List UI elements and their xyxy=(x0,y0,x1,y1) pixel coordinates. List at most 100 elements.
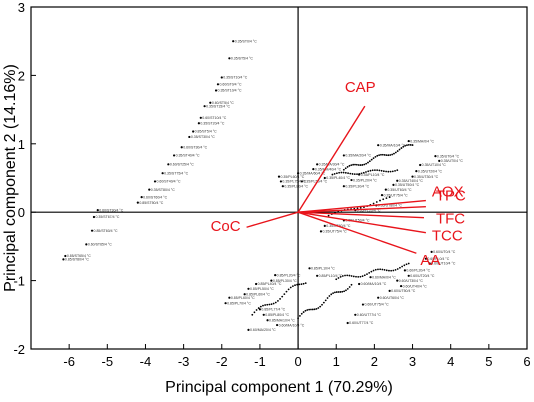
data-point xyxy=(319,230,323,233)
data-point xyxy=(368,160,371,163)
data-point xyxy=(396,179,399,182)
data-point-label: 0.60/UT20/4 °C xyxy=(410,274,435,278)
data-point xyxy=(389,154,392,156)
zero-lines xyxy=(31,7,527,349)
data-point xyxy=(359,206,362,209)
y-tick-label: 0 xyxy=(18,205,25,220)
data-point-label: 0.85/ST65/4 °C xyxy=(67,254,91,258)
data-point-label: 0.35/PL60/4 °C xyxy=(281,175,305,179)
data-point-label: 0.60/UT60/4 °C xyxy=(380,296,405,300)
data-point xyxy=(384,188,387,191)
data-point xyxy=(90,229,94,232)
data-point xyxy=(323,176,326,180)
data-point xyxy=(394,169,396,172)
data-point xyxy=(389,170,392,173)
data-point xyxy=(379,199,381,202)
data-point-label: 0.35/ST5/4 °C xyxy=(231,57,253,61)
data-point xyxy=(96,209,99,212)
labelled-points: 0.35/ST0/4 °C 0.35/ST5/4 °C 0.35/ST10/4 °C… xyxy=(62,39,463,332)
data-point xyxy=(350,283,353,286)
data-point-label: 0.35/ST75/4 °C xyxy=(164,171,188,175)
data-point xyxy=(366,273,368,276)
data-point xyxy=(228,296,231,299)
data-point xyxy=(259,305,262,308)
x-tick-label: 1 xyxy=(333,354,340,369)
x-axis-title: Principal component 1 (70.29%) xyxy=(165,379,393,396)
data-point xyxy=(369,169,372,172)
data-point xyxy=(317,307,320,309)
data-point-label: 0.35/UT30/4 °C xyxy=(414,175,439,179)
x-tick-label: -6 xyxy=(63,354,75,369)
data-point xyxy=(388,289,391,292)
data-point xyxy=(350,275,353,277)
data-point xyxy=(243,293,246,296)
x-tick-label: -4 xyxy=(140,354,152,369)
data-point xyxy=(390,269,393,272)
data-point-label: 0.85/MA/10/4 °C xyxy=(269,318,295,322)
data-point xyxy=(172,154,176,157)
data-point-label: 0.60/UT50/4 °C xyxy=(391,289,416,293)
data-point-label: 0.85/PL60/4 °C xyxy=(231,296,255,300)
loading-label-aox: AOX xyxy=(432,184,464,201)
data-point xyxy=(283,293,286,295)
y-tick-label: -1 xyxy=(13,274,25,289)
data-point xyxy=(357,276,360,278)
data-point-label: 0.35/PL50/4 °C xyxy=(303,180,327,184)
loading-vector-coc xyxy=(246,211,299,228)
data-point xyxy=(382,170,385,173)
data-point xyxy=(343,290,346,293)
data-point-label: 0.60/UT77/4 °C xyxy=(349,321,374,325)
data-point xyxy=(415,170,418,173)
data-point xyxy=(277,175,281,178)
data-point-label: 0.85/PL20/4 °C xyxy=(277,273,301,277)
data-point-label: 0.60/ST5/4 °C xyxy=(212,101,234,105)
loading-vector-cap xyxy=(297,105,366,213)
data-point-label: 0.85/PL30/4 °C xyxy=(273,279,297,283)
data-point xyxy=(370,270,373,273)
data-point xyxy=(167,163,170,166)
data-point xyxy=(291,285,294,288)
data-point-label: 0.60/UT75/4 °C xyxy=(364,303,389,307)
x-tick-label: -3 xyxy=(178,354,190,369)
data-point xyxy=(403,264,406,267)
data-point-label: 0.60/ST65/4 °C xyxy=(88,243,112,247)
data-point xyxy=(313,308,316,311)
data-point-label: 0.35/MA/10/4 °C xyxy=(380,143,406,147)
y-tick-label: 2 xyxy=(18,68,25,83)
data-point xyxy=(92,215,96,219)
data-point xyxy=(407,262,410,265)
data-point-label: 0.60/ST0/4 °C xyxy=(219,82,241,86)
data-point xyxy=(411,175,414,178)
data-point xyxy=(396,150,399,152)
data-point xyxy=(404,144,407,147)
data-point xyxy=(369,276,372,279)
x-tick-label: -2 xyxy=(216,354,228,369)
data-point xyxy=(352,163,355,166)
data-point xyxy=(356,207,359,210)
data-point-label: 0.35/MA/30/4 °C xyxy=(319,163,345,167)
data-point xyxy=(289,286,292,289)
data-point xyxy=(308,308,311,311)
data-point xyxy=(279,298,281,300)
data-point xyxy=(319,305,322,308)
data-point xyxy=(392,183,395,186)
data-point xyxy=(324,299,327,302)
data-point xyxy=(203,105,206,108)
y-tick-label: 1 xyxy=(18,137,25,152)
data-point xyxy=(370,158,373,161)
data-point xyxy=(274,274,277,277)
data-point xyxy=(274,301,277,304)
data-point-label: 0.85/PL80/4 °C xyxy=(265,313,289,317)
data-point xyxy=(326,297,329,299)
data-point xyxy=(405,263,408,266)
data-point xyxy=(348,286,351,288)
data-point-label: 0.60/MA/20/4 °C xyxy=(250,328,276,332)
data-point-label: 0.35/ST0/4 °C xyxy=(235,39,257,43)
data-point xyxy=(340,171,343,174)
data-point xyxy=(337,277,340,279)
data-point-label: 0.35/MM/40/4 °C xyxy=(315,167,342,171)
data-point xyxy=(224,302,227,305)
loading-vector-tpc xyxy=(298,206,426,213)
data-point xyxy=(199,116,202,119)
